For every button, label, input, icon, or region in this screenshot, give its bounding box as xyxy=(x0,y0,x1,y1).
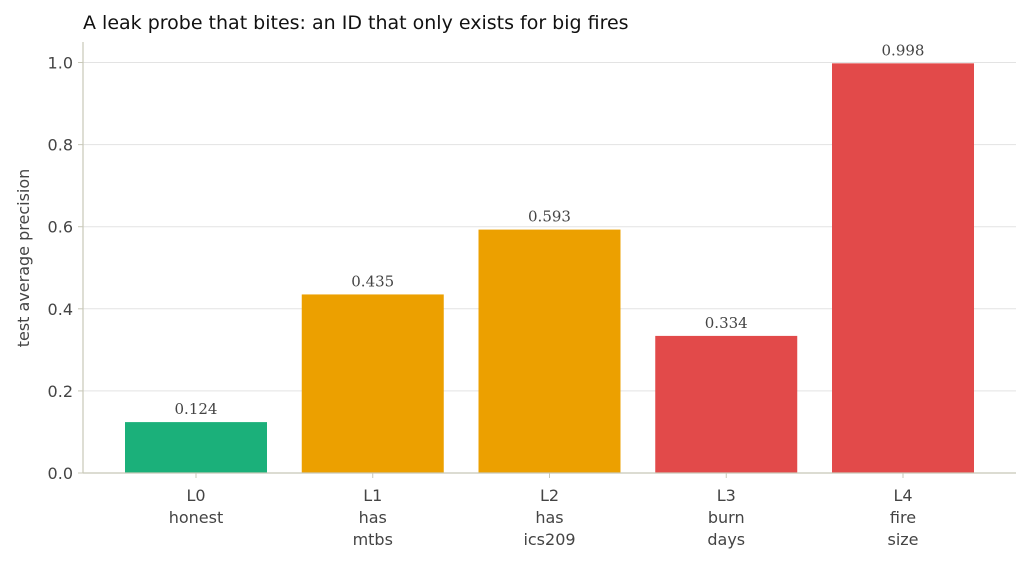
x-tick-label: L1 xyxy=(363,486,382,505)
bars xyxy=(125,63,974,474)
chart-title: A leak probe that bites: an ID that only… xyxy=(83,12,629,34)
x-tick-labels: L0 honest L1 has mtbs L2 has ics209 L3 burn days L4… xyxy=(169,486,919,549)
y-tick-label: 0.6 xyxy=(48,218,73,237)
data-label: 0.124 xyxy=(175,400,218,418)
y-tick-label: 0.8 xyxy=(48,136,73,155)
x-tick-label: L4 xyxy=(893,486,912,505)
bar xyxy=(832,63,974,474)
x-tick-label: mtbs xyxy=(353,530,393,549)
y-tick-label: 0.0 xyxy=(48,464,73,483)
x-tick-label: L0 xyxy=(186,486,205,505)
y-tick-labels: 0.0 0.2 0.4 0.6 0.8 1.0 xyxy=(48,54,73,483)
y-tick-label: 0.2 xyxy=(48,382,73,401)
y-tick-label: 0.4 xyxy=(48,300,73,319)
bar xyxy=(125,422,267,473)
data-label: 0.593 xyxy=(528,208,571,226)
bar xyxy=(301,294,444,473)
x-tick-label: days xyxy=(707,530,745,549)
x-tick-label: size xyxy=(887,530,918,549)
bar xyxy=(655,335,798,473)
x-tick-label: L2 xyxy=(540,486,559,505)
x-tick-label: burn xyxy=(708,508,745,527)
data-labels: 0.124 0.435 0.593 0.334 0.998 xyxy=(175,41,925,418)
x-tick-label: honest xyxy=(169,508,224,527)
x-tick-label: fire xyxy=(890,508,916,527)
x-tick-label: has xyxy=(535,508,563,527)
axes xyxy=(78,42,1016,478)
x-tick-label: has xyxy=(359,508,387,527)
data-label: 0.334 xyxy=(705,314,748,332)
data-label: 0.998 xyxy=(882,41,925,59)
bar xyxy=(478,229,621,473)
x-tick-label: ics209 xyxy=(523,530,575,549)
data-label: 0.435 xyxy=(351,272,394,290)
y-axis-label: test average precision xyxy=(14,169,33,348)
y-tick-label: 1.0 xyxy=(48,54,73,73)
x-tick-label: L3 xyxy=(717,486,736,505)
